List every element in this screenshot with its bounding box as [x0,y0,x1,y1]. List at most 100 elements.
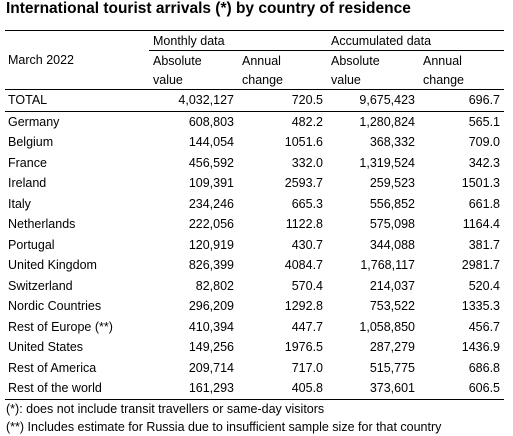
accumulated-absolute-value: 259,523 [369,176,415,191]
monthly-annual-change: 482.2 [291,114,323,129]
monthly-absolute-value: 410,394 [188,319,234,334]
monthly-ann-header: Annual [242,53,281,68]
monthly-absolute-value: 608,803 [188,114,234,129]
accumulated-absolute-value: 373,601 [327,378,419,400]
footnotes: (*): does not include transit travellers… [6,401,441,436]
footnote-2: (**) Includes estimate for Russia due to… [6,419,442,434]
accumulated-absolute-value: 9,675,423 [327,89,419,112]
accumulated-annual-change: 381.7 [468,237,500,252]
row-label: Belgium [8,135,54,150]
accumulated-absolute-value: 368,332 [369,135,415,150]
monthly-group-header: Monthly data [149,30,327,51]
accum-abs-header: Absolute [331,53,380,68]
row-label: Ireland [8,176,47,191]
footnote-1: (*): does not include transit travellers… [6,402,325,416]
row-label: United Kingdom [8,258,97,273]
row-label: Germany [8,114,60,129]
accumulated-annual-change: 709.0 [468,135,500,150]
accumulated-absolute-value: 344,088 [369,237,415,252]
monthly-absolute-value: 82,802 [195,278,234,293]
table-row: Germany 608,803 482.2 1,280,824 565.1 [5,111,504,132]
row-label: Rest of Europe (**) [8,319,113,334]
monthly-ann-header-2: change [242,72,284,87]
row-label: Switzerland [8,278,73,293]
monthly-annual-change: 720.5 [238,89,327,112]
row-label: Nordic Countries [8,299,102,314]
accumulated-absolute-value: 1,319,524 [359,155,415,170]
accumulated-absolute-value: 1,768,117 [360,258,415,273]
table-row: Switzerland 82,802 570.4 214,037 520.4 [5,276,504,297]
table-row: Ireland 109,391 2593.7 259,523 1501.3 [5,173,504,194]
monthly-annual-change: 405.8 [238,378,327,400]
period-label: March 2022 [8,53,75,68]
monthly-absolute-value: 222,056 [188,217,234,232]
monthly-absolute-value: 144,054 [188,135,234,150]
page-title: International tourist arrivals (*) by co… [6,0,411,17]
accumulated-annual-change: 1335.3 [461,299,500,314]
table-row: United States 149,256 1976.5 287,279 1436.9 [5,337,504,358]
accumulated-annual-change: 2981.7 [461,258,500,273]
row-label: Portugal [8,237,55,252]
table-row: Netherlands 222,056 1122.8 575,098 1164.4 [5,214,504,235]
monthly-absolute-value: 296,209 [188,299,234,314]
group-header-row: Monthly data Accumulated data [5,30,504,51]
monthly-absolute-value: 120,919 [188,237,234,252]
row-label: TOTAL [5,89,149,112]
accumulated-annual-change: 661.8 [468,196,500,211]
accumulated-annual-change: 565.1 [468,114,500,129]
monthly-absolute-value: 161,293 [149,378,238,400]
accumulated-annual-change: 686.8 [468,360,500,375]
table-row: Belgium 144,054 1051.6 368,332 709.0 [5,132,504,153]
monthly-annual-change: 4084.7 [284,258,323,273]
accumulated-annual-change: 1436.9 [461,340,500,355]
accum-ann-header: Annual [423,53,462,68]
row-label: Rest of America [8,360,97,375]
monthly-annual-change: 1292.8 [284,299,323,314]
monthly-annual-change: 1122.8 [285,217,323,232]
monthly-absolute-value: 149,256 [188,340,234,355]
monthly-annual-change: 2593.7 [284,176,323,191]
table-row: Rest of Europe (**) 410,394 447.7 1,058,850… [5,317,504,338]
monthly-absolute-value: 109,391 [188,176,234,191]
row-label: France [8,155,47,170]
monthly-annual-change: 570.4 [291,278,323,293]
row-label: United States [8,340,84,355]
accumulated-absolute-value: 753,522 [369,299,415,314]
monthly-annual-change: 430.7 [291,237,323,252]
monthly-absolute-value: 209,714 [188,360,234,375]
accumulated-absolute-value: 556,852 [369,196,415,211]
arrivals-table: Monthly data Accumulated data March 2022… [5,30,504,400]
monthly-annual-change: 717.0 [291,360,323,375]
monthly-annual-change: 665.3 [291,196,323,211]
table-row: Rest of the world 161,293 405.8 373,601 606.… [5,378,504,400]
accumulated-annual-change: 456.7 [468,319,500,334]
table-row: Rest of America 209,714 717.0 515,775 686.8 [5,358,504,379]
monthly-abs-header: Absolute [153,53,202,68]
accumulated-absolute-value: 287,279 [369,340,415,355]
row-label: Netherlands [8,217,76,232]
accumulated-absolute-value: 214,037 [369,278,415,293]
accumulated-annual-change: 342.3 [468,155,500,170]
monthly-annual-change: 447.7 [291,319,323,334]
subheader-row-2: value change value change [5,70,504,90]
monthly-absolute-value: 456,592 [188,155,234,170]
accumulated-absolute-value: 515,775 [369,360,415,375]
monthly-annual-change: 1976.5 [284,340,323,355]
monthly-annual-change: 1051.6 [284,135,323,150]
accumulated-absolute-value: 1,058,850 [359,319,415,334]
table-row: United Kingdom 826,399 4084.7 1,768,117 2981… [5,255,504,276]
row-label: Rest of the world [5,378,149,400]
subheader-row-1: March 2022 Absolute Annual Absolute Annu… [5,51,504,71]
accumulated-group-header: Accumulated data [327,30,504,51]
accum-abs-header-2: value [331,72,361,87]
accumulated-annual-change: 696.7 [419,89,504,112]
monthly-absolute-value: 234,246 [188,196,234,211]
accumulated-annual-change: 1164.4 [462,217,500,232]
table-row: Italy 234,246 665.3 556,852 661.8 [5,194,504,215]
accumulated-annual-change: 606.5 [419,378,504,400]
accumulated-annual-change: 520.4 [468,278,500,293]
row-label: Italy [8,196,31,211]
accumulated-absolute-value: 1,280,824 [359,114,415,129]
total-row: TOTAL 4,032,127 720.5 9,675,423 696.7 [5,89,504,112]
